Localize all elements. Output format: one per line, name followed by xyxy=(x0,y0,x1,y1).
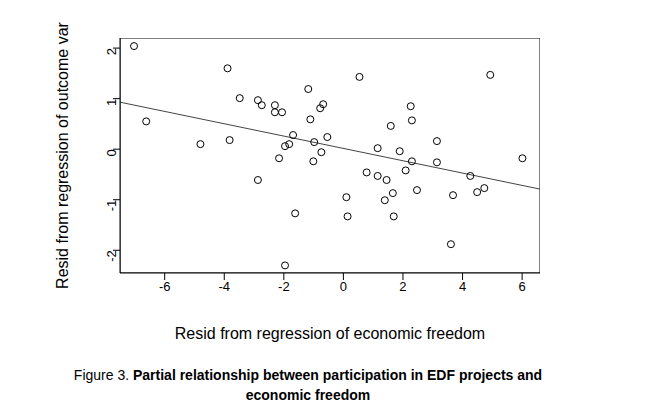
svg-text:2: 2 xyxy=(399,279,406,294)
svg-text:-4: -4 xyxy=(218,279,230,294)
svg-text:-1: -1 xyxy=(104,200,119,212)
svg-text:-6: -6 xyxy=(159,279,171,294)
svg-text:Resid from regression of econo: Resid from regression of economic freedo… xyxy=(175,325,485,342)
svg-text:1: 1 xyxy=(104,99,119,106)
svg-text:-2: -2 xyxy=(104,250,119,262)
svg-text:-2: -2 xyxy=(278,279,290,294)
html-text:Figure 3. Partial relationship: Figure 3. Partial relationship between p… xyxy=(73,367,543,403)
svg-text:2: 2 xyxy=(104,48,119,55)
svg-text:4: 4 xyxy=(459,279,466,294)
svg-text:0: 0 xyxy=(340,279,347,294)
svg-text:Resid from regression of outco: Resid from regression of outcome var xyxy=(54,21,71,288)
svg-text:0: 0 xyxy=(104,149,119,156)
svg-text:6: 6 xyxy=(519,279,526,294)
